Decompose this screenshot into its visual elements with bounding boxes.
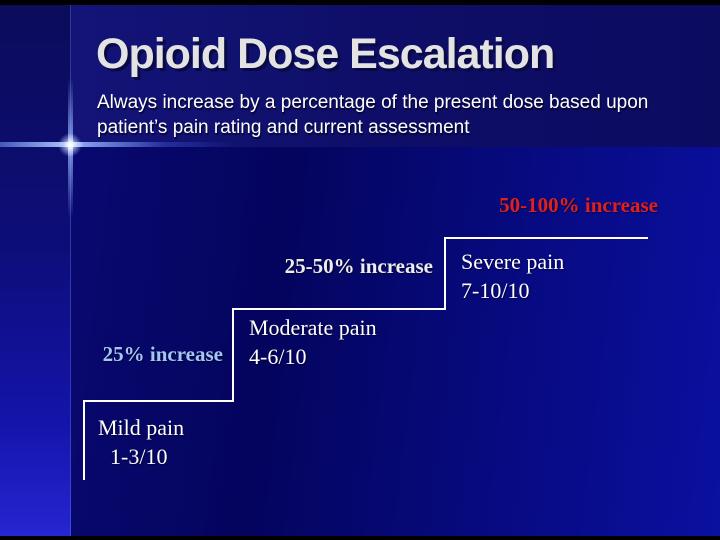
slide-subtitle: Always increase by a percentage of the p… <box>97 92 649 138</box>
pain-label: Moderate pain <box>249 315 377 340</box>
pain-rating: 4-6/10 <box>249 344 307 369</box>
background-upper <box>0 0 720 147</box>
pain-label: Severe pain <box>461 249 565 274</box>
glow-cross-icon <box>58 133 82 157</box>
bottom-edge-strip <box>0 536 720 540</box>
glow-beam-horizontal <box>0 142 235 147</box>
increase-label-severe: 50-100% increase <box>499 193 658 217</box>
background-lower <box>0 147 720 540</box>
pain-step-severe: Severe pain 7-10/10 <box>461 247 564 305</box>
slide-title: Opioid Dose Escalation <box>96 30 555 78</box>
left-accent-band <box>0 0 71 540</box>
top-edge-strip <box>0 0 720 5</box>
pain-step-mild: Mild pain 1-3/10 <box>98 413 184 471</box>
increase-label-moderate: 25-50% increase <box>284 254 433 278</box>
increase-label-mild: 25% increase <box>102 342 223 366</box>
pain-step-moderate: Moderate pain 4-6/10 <box>249 313 377 371</box>
pain-rating: 7-10/10 <box>461 278 530 303</box>
pain-rating: 1-3/10 <box>110 444 168 469</box>
pain-label: Mild pain <box>98 415 185 440</box>
